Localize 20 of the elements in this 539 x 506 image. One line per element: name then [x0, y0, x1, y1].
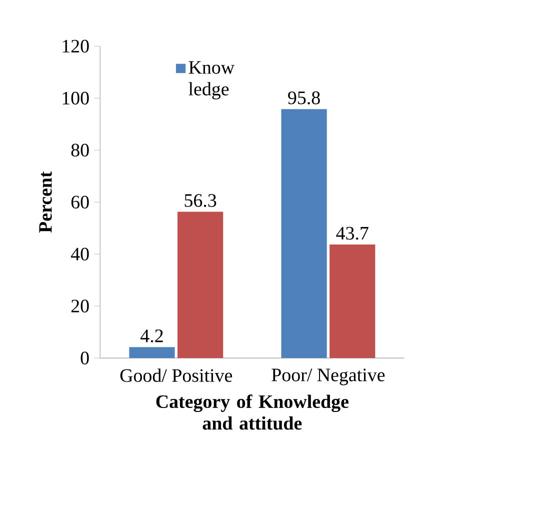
y-tick-label: 20 [71, 300, 89, 312]
y-tick-label: 60 [71, 196, 89, 208]
bar [281, 108, 327, 358]
bar [177, 212, 224, 358]
data-label: 43.7 [336, 226, 368, 240]
y-tick-label: 40 [70, 248, 89, 260]
y-tick-label: 80 [71, 144, 89, 156]
bar [129, 347, 175, 358]
x-axis-title: Category of Knowledge and attitude [156, 394, 348, 430]
x-tick-label: Poor/ Negative [272, 368, 385, 386]
y-axis-title: Percent [39, 171, 52, 233]
y-tick-label: 100 [62, 92, 89, 104]
data-label: 4.2 [140, 329, 163, 342]
legend-label: Know ledge [188, 61, 234, 100]
data-label: 56.3 [184, 194, 216, 207]
y-tick-label: 120 [62, 40, 89, 52]
y-tick-label: 0 [80, 352, 89, 364]
bar [330, 244, 376, 358]
data-label: 95.8 [288, 91, 320, 104]
x-tick-label: Good/ Positive [120, 368, 232, 382]
